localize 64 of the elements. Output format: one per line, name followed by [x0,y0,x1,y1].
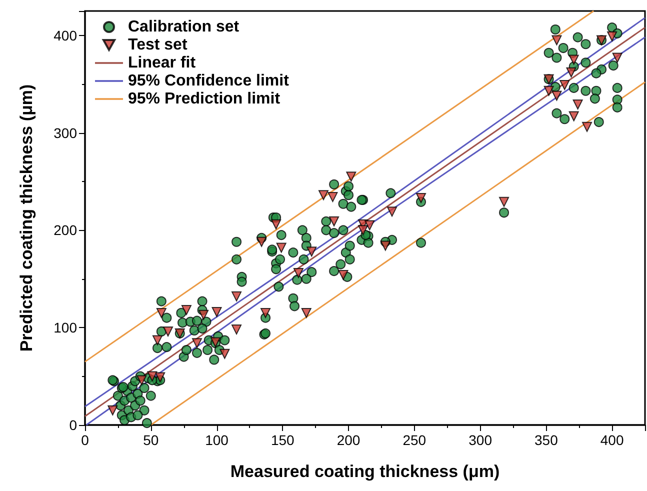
point [256,236,267,247]
point [232,324,242,335]
y-tick-label: 0 [69,417,78,433]
point [572,100,583,110]
point [212,307,222,317]
point [152,335,162,346]
point [364,220,375,230]
point [155,372,166,382]
point [198,310,209,320]
x-tick-label: 150 [270,432,295,448]
legend-label: 95% Prediction limit [128,90,281,108]
point [568,54,579,65]
y-axis-title: Predicted coating thickness (μm) [17,84,36,352]
point [181,305,192,316]
y-tick-label: 200 [54,222,78,238]
point [328,192,338,202]
point [306,246,317,257]
point [260,308,271,318]
x-tick-label: 400 [600,432,624,448]
point [607,31,618,42]
y-tick-label: 300 [54,124,78,141]
point [358,225,368,236]
x-tick-label: 0 [81,432,90,448]
legend-label: Test set [128,36,188,54]
point [318,190,328,200]
point [192,338,202,348]
legend-label: 95% Confidence limit [128,72,290,90]
point [380,240,390,251]
point [147,371,158,382]
x-axis-title: Measured coating thickness (μm) [230,462,500,481]
point [156,308,166,318]
legend-label: Linear fit [128,54,196,72]
point [552,90,562,101]
point [582,122,592,132]
point [612,52,622,63]
point [293,268,304,278]
x-tick-label: 100 [205,432,229,448]
x-tick-label: 200 [336,432,360,448]
point [220,348,230,359]
point [387,206,398,217]
point [338,270,348,280]
point [163,326,174,336]
point [276,242,286,253]
point [552,35,562,46]
y-tick-label: 400 [54,27,78,44]
y-tick-label: 100 [54,320,78,336]
point [566,67,576,78]
point [568,111,579,122]
point [329,216,340,226]
point [271,219,282,230]
point [232,291,242,302]
point [544,86,554,96]
point [499,196,510,207]
legend-label: Calibration set [128,18,240,36]
x-tick-label: 350 [534,432,558,448]
point [108,405,118,416]
point [346,172,356,182]
x-tick-label: 50 [143,432,159,448]
x-tick-label: 250 [402,432,426,448]
point [301,308,312,318]
point [416,193,426,204]
point [560,80,570,90]
x-tick-label: 300 [468,432,492,448]
point [136,375,147,386]
